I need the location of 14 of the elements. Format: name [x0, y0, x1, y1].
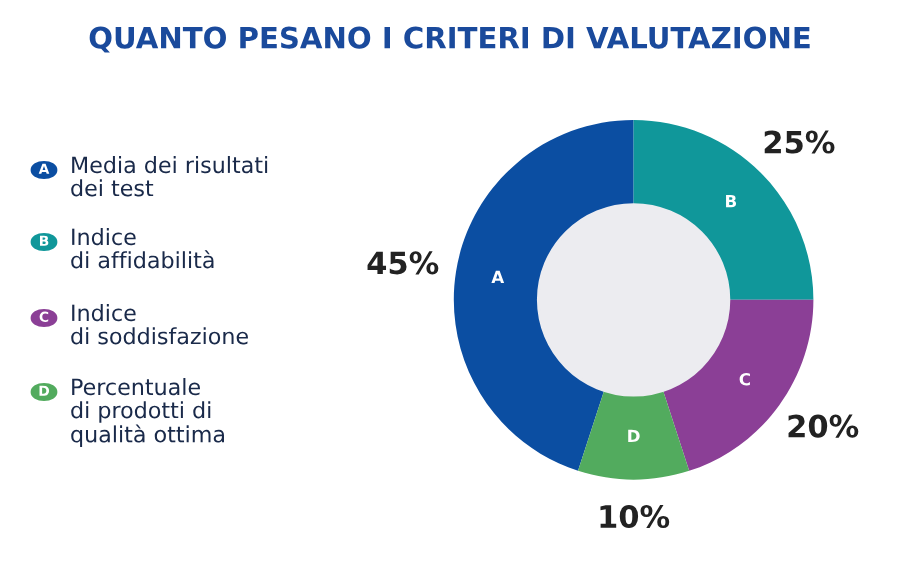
data-label: 10% [600, 504, 670, 529]
legend-label: Indice di soddisfazione [71, 304, 248, 345]
legend-label: Media dei risultati dei test [71, 156, 268, 197]
text: D [628, 429, 640, 443]
chart-title: QUANTO PESANO I CRITERI DI VALUTAZIONE [89, 26, 810, 53]
donut-slice [578, 390, 690, 480]
legend-label: Percentuale di prodotti di qualità ottima [71, 378, 224, 447]
data-label: 25% [764, 130, 835, 154]
data-label: 20% [788, 414, 859, 438]
text: C [739, 372, 750, 386]
data-label: 45% [367, 251, 439, 275]
text: A [491, 270, 505, 283]
legend-label: Indice di affidabilità [71, 228, 214, 269]
text: B [726, 195, 737, 208]
